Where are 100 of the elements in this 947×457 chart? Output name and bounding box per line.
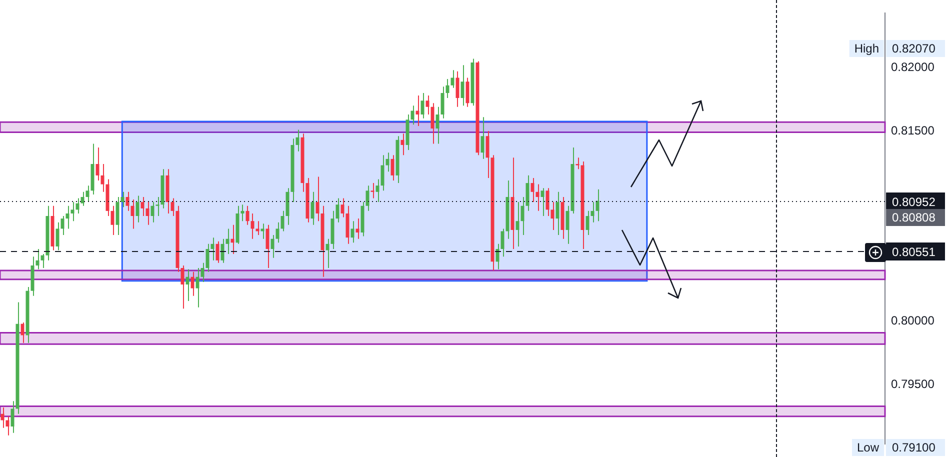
candlestick <box>140 196 144 217</box>
candlestick <box>576 157 580 170</box>
candlestick <box>240 204 244 222</box>
candlestick <box>326 238 330 269</box>
candlestick <box>196 268 200 308</box>
candlestick <box>0 407 4 428</box>
candlestick <box>556 191 560 236</box>
candlestick <box>220 238 224 264</box>
text: 0.82070 <box>892 41 936 56</box>
candlestick <box>516 202 520 247</box>
candlestick <box>260 223 264 240</box>
y-tick-label: 0.79500 <box>891 377 935 392</box>
candlestick <box>200 262 204 282</box>
candlestick <box>180 264 184 310</box>
text: 0.79100 <box>892 440 936 454</box>
candlestick <box>130 199 134 230</box>
y-tick-label: 0.80000 <box>891 314 935 328</box>
candlestick <box>120 191 124 208</box>
candlestick <box>150 202 154 223</box>
candlestick <box>216 240 220 264</box>
candlestick <box>366 185 370 212</box>
candlestick <box>266 224 270 269</box>
candlestick <box>226 228 230 255</box>
candlestick <box>86 185 90 203</box>
candlestick <box>500 228 504 258</box>
candlestick <box>440 86 444 119</box>
candlestick <box>280 210 284 232</box>
candlestick <box>116 196 120 236</box>
ref-line-label: 0.80551 <box>892 244 936 259</box>
candlestick <box>456 70 460 108</box>
candlestick <box>40 254 44 269</box>
candlestick <box>190 271 194 296</box>
candlestick <box>566 205 570 244</box>
candlestick <box>390 154 394 181</box>
candlestick <box>550 202 554 230</box>
candlestick <box>596 188 600 222</box>
candlestick <box>480 116 484 160</box>
candlestick <box>156 196 160 217</box>
candlestick <box>100 164 104 192</box>
candlestick <box>246 205 250 226</box>
candlestick <box>376 178 380 203</box>
candlestick <box>110 205 114 236</box>
candlestick <box>70 202 74 222</box>
ref-line-label: 0.80952 <box>892 194 936 209</box>
candlestick <box>310 191 314 226</box>
candlestick <box>210 237 214 261</box>
candlestick <box>36 248 40 270</box>
candlestick <box>250 212 254 240</box>
candlestick <box>230 224 234 255</box>
candlestick <box>296 129 300 152</box>
candlestick <box>420 92 424 119</box>
candlestick <box>356 218 360 240</box>
candlestick <box>590 202 594 223</box>
candlestick <box>6 416 10 436</box>
candlestick <box>66 205 70 230</box>
candlestick <box>316 176 320 222</box>
candlestick <box>340 198 344 218</box>
candlestick <box>426 95 430 116</box>
candlestick <box>436 106 440 144</box>
candlestick <box>430 102 434 144</box>
candlestick <box>276 222 280 244</box>
candlestick <box>136 195 140 223</box>
candlestick <box>370 182 374 199</box>
candlestick <box>270 234 274 258</box>
candlestick <box>526 174 530 212</box>
candlestick <box>80 191 84 206</box>
candlestick <box>466 77 470 108</box>
candlestick <box>536 184 540 212</box>
candlestick <box>256 220 260 236</box>
candlestick <box>380 154 384 192</box>
candlestick <box>460 64 464 106</box>
candlestick <box>530 177 534 203</box>
candlestick <box>446 78 450 99</box>
candlestick <box>20 322 24 344</box>
candlestick <box>96 147 100 181</box>
candlestick <box>450 70 454 88</box>
candlestick <box>186 268 190 302</box>
candlestick <box>206 243 210 272</box>
candlestick <box>386 152 390 172</box>
y-tick-label: 0.82000 <box>891 60 935 74</box>
y-tick-label: 0.81500 <box>891 123 935 138</box>
candlestick <box>336 198 340 223</box>
candlestick <box>10 400 14 434</box>
candlestick <box>350 220 354 244</box>
candlestick <box>170 198 174 217</box>
candlestick <box>416 95 420 126</box>
candlestick <box>586 210 590 236</box>
candlestick <box>76 198 80 214</box>
candlestick <box>146 202 150 226</box>
candlestick <box>56 222 60 251</box>
text: 0.80808 <box>892 210 936 224</box>
candlestick <box>540 188 544 217</box>
annotation: High <box>854 41 880 56</box>
candlestick <box>126 191 130 212</box>
candlestick <box>496 243 500 270</box>
candlestick <box>486 130 490 178</box>
candlestick <box>410 105 414 126</box>
annotation: Low <box>856 440 880 454</box>
candlestick <box>546 188 550 217</box>
candlestick <box>520 196 524 236</box>
